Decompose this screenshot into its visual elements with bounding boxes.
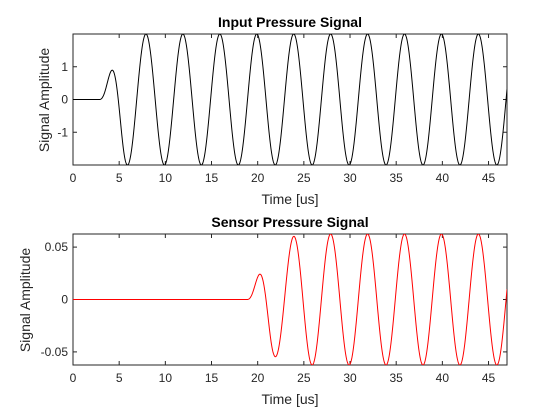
x-tick-label: 35: [390, 171, 404, 185]
x-tick-label: 40: [436, 371, 450, 385]
y-tick-label: -0.05: [41, 345, 69, 359]
x-tick-label: 30: [343, 371, 357, 385]
input-x-ticks: 0 5 10 15 20 25 30 35 40 45: [70, 34, 496, 185]
sensor-x-axis-label: Time [us]: [261, 391, 318, 407]
sensor-pressure-chart: Sensor Pressure Signal Time [us] Signal …: [17, 214, 508, 407]
y-tick-label: 0.05: [45, 240, 69, 254]
x-tick-label: 25: [297, 171, 311, 185]
x-tick-label: 20: [251, 371, 265, 385]
sensor-y-axis-label: Signal Amplitude: [17, 248, 33, 353]
input-pressure-chart: Input Pressure Signal Time [us] Signal A…: [36, 14, 508, 207]
sensor-signal-line: [73, 234, 507, 365]
x-tick-label: 40: [436, 171, 450, 185]
x-tick-label: 0: [70, 371, 77, 385]
x-tick-label: 15: [205, 171, 219, 185]
input-x-axis-label: Time [us]: [261, 191, 318, 207]
x-tick-label: 15: [205, 371, 219, 385]
x-tick-label: 0: [70, 171, 77, 185]
x-tick-label: 10: [159, 371, 173, 385]
x-tick-label: 45: [482, 171, 496, 185]
y-tick-label: 1: [61, 60, 68, 74]
x-tick-label: 5: [116, 171, 123, 185]
y-tick-label: 0: [61, 293, 68, 307]
x-tick-label: 5: [116, 371, 123, 385]
x-tick-label: 35: [390, 371, 404, 385]
x-tick-label: 45: [482, 371, 496, 385]
input-chart-title: Input Pressure Signal: [218, 14, 362, 30]
input-plot-area: [72, 33, 508, 166]
input-y-axis-label: Signal Amplitude: [36, 48, 52, 153]
x-tick-label: 10: [159, 171, 173, 185]
y-tick-label: -1: [57, 125, 68, 139]
sensor-chart-title: Sensor Pressure Signal: [211, 214, 368, 230]
y-tick-label: 0: [61, 93, 68, 107]
sensor-y-ticks: -0.05 0 0.05: [41, 240, 507, 359]
input-signal-line: [73, 34, 507, 165]
x-tick-label: 25: [297, 371, 311, 385]
x-tick-label: 20: [251, 171, 265, 185]
x-tick-label: 30: [343, 171, 357, 185]
